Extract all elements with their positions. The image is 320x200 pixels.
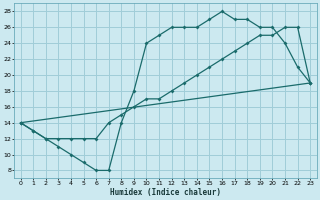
X-axis label: Humidex (Indice chaleur): Humidex (Indice chaleur) (110, 188, 221, 197)
